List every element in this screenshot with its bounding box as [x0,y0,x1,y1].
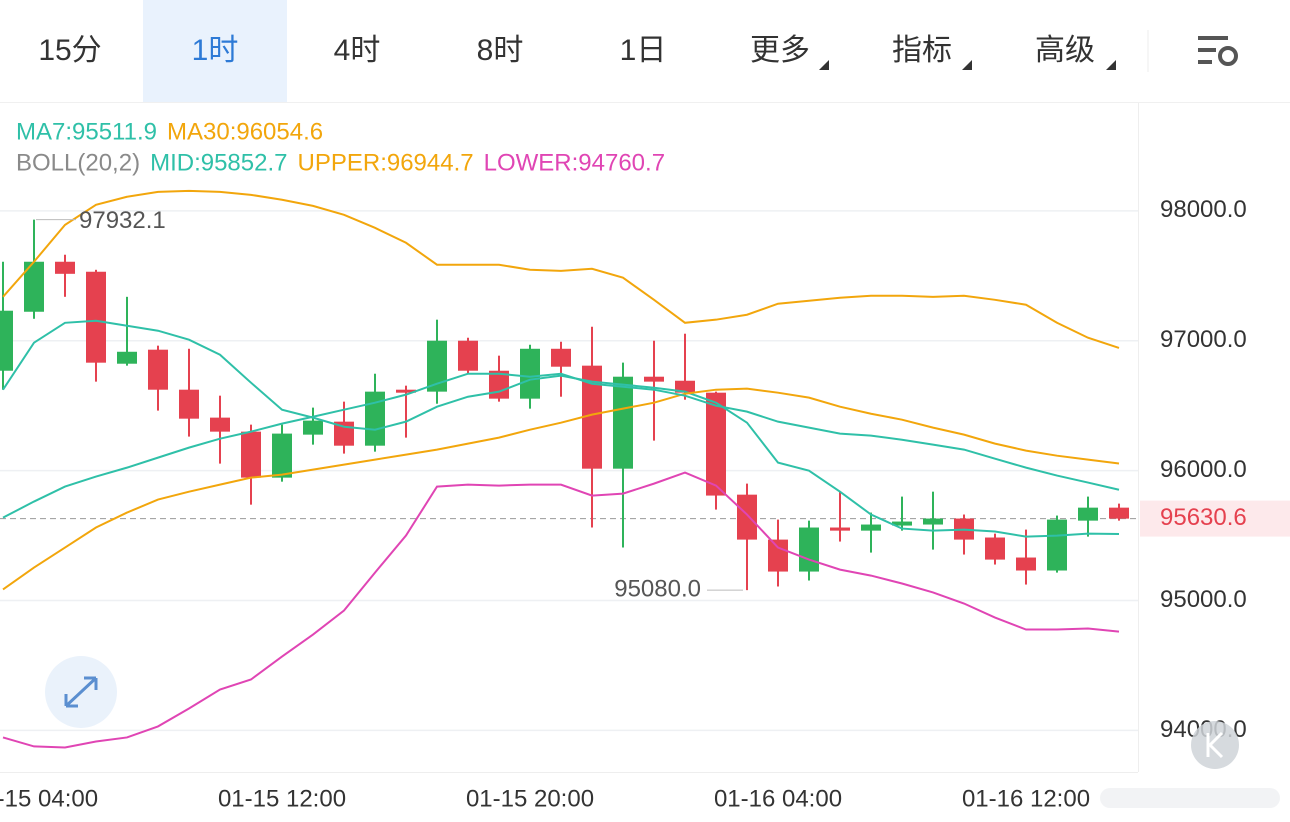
candle-body [1109,507,1129,519]
indicator-line [2,319,1120,538]
tab[interactable]: 1日 [620,34,667,67]
candle-body [303,420,323,435]
tab-selected-bg [143,0,287,102]
candle-body [86,271,106,363]
tab[interactable]: 指标 [892,34,952,67]
x-tick-label: 01-15 20:00 [466,785,594,812]
candle-body [520,348,540,399]
candle-body [365,391,385,446]
candle-body [923,518,943,525]
fullscreen-button[interactable] [45,656,117,728]
candle-body [768,539,788,572]
candle-body [179,389,199,419]
candle-body [241,431,261,478]
indicator-line [2,189,1120,349]
tab[interactable]: 1时 [192,34,239,67]
y-tick-label: 95000.0 [1160,586,1247,613]
candle-body [1047,519,1067,571]
candle-body [0,310,13,371]
candle-body [985,537,1005,560]
y-tick-label: 97000.0 [1160,326,1247,353]
candle-body [272,433,292,478]
candle-body [1078,507,1098,521]
tab[interactable]: 15分 [38,34,101,67]
candle-body [830,527,850,531]
last-price-tag [1140,500,1290,537]
candle-body [1016,557,1036,571]
y-tick-label: 96000.0 [1160,456,1247,483]
candle-body [55,261,75,274]
x-tick-label: 01-15 12:00 [218,785,346,812]
candle-body [613,376,633,469]
legend-entry: LOWER:94760.7 [484,149,665,176]
legend: MA7:95511.9 MA30:96054.6 BOLL(20,2) MID:958… [16,118,665,176]
x-tick-label: 01-16 12:00 [962,785,1090,812]
candle-body [799,527,819,572]
x-tick-label: 01-16 04:00 [714,785,842,812]
last-price-label: 95630.6 [1160,504,1247,531]
low-label: 95080.0 [614,575,701,602]
candle-body [117,351,137,364]
candle-body [737,494,757,540]
tab[interactable]: 高级 [1035,34,1095,67]
candle-body [644,376,664,382]
high-label: 97932.1 [79,207,166,234]
indicator-line [2,387,1120,591]
axis: 94000.095000.096000.097000.098000.001-15… [0,196,1290,812]
tab[interactable]: 更多 [750,34,810,67]
grid [0,210,1138,732]
candle-body [458,340,478,371]
scroll-indicator [1100,788,1280,808]
candle-body [396,389,416,393]
candle-body [427,340,447,392]
candle-body [675,380,695,393]
tab[interactable]: 8时 [477,34,524,67]
indicator-line [2,372,1120,519]
indicator-line [2,471,1120,749]
legend-entry: MA7:95511.9 [16,118,157,145]
legend-entry: MA30:96054.6 [167,118,323,145]
dropdown-arrow [819,60,829,70]
candle-body [861,524,881,531]
candle-body [706,392,726,496]
plot: 97932.1 95080.0 [0,189,1138,749]
indicator-title: BOLL(20,2) [16,149,140,176]
back-button[interactable] [1191,721,1239,769]
y-tick-label: 98000.0 [1160,196,1247,223]
candle-body [892,521,912,526]
legend-entry: UPPER:96944.7 [298,149,474,176]
x-tick-label: 01-15 04:00 [0,785,98,812]
legend-entry: MID:95852.7 [150,149,287,176]
candle-body [551,348,571,367]
candle-body [24,261,44,312]
dropdown-arrow [962,60,972,70]
tab[interactable]: 4时 [334,34,381,67]
candle-body [210,417,230,432]
candle-body [148,349,168,390]
settings-icon[interactable] [1198,36,1238,66]
candle-body [582,365,602,469]
dropdown-arrow [1106,60,1116,70]
